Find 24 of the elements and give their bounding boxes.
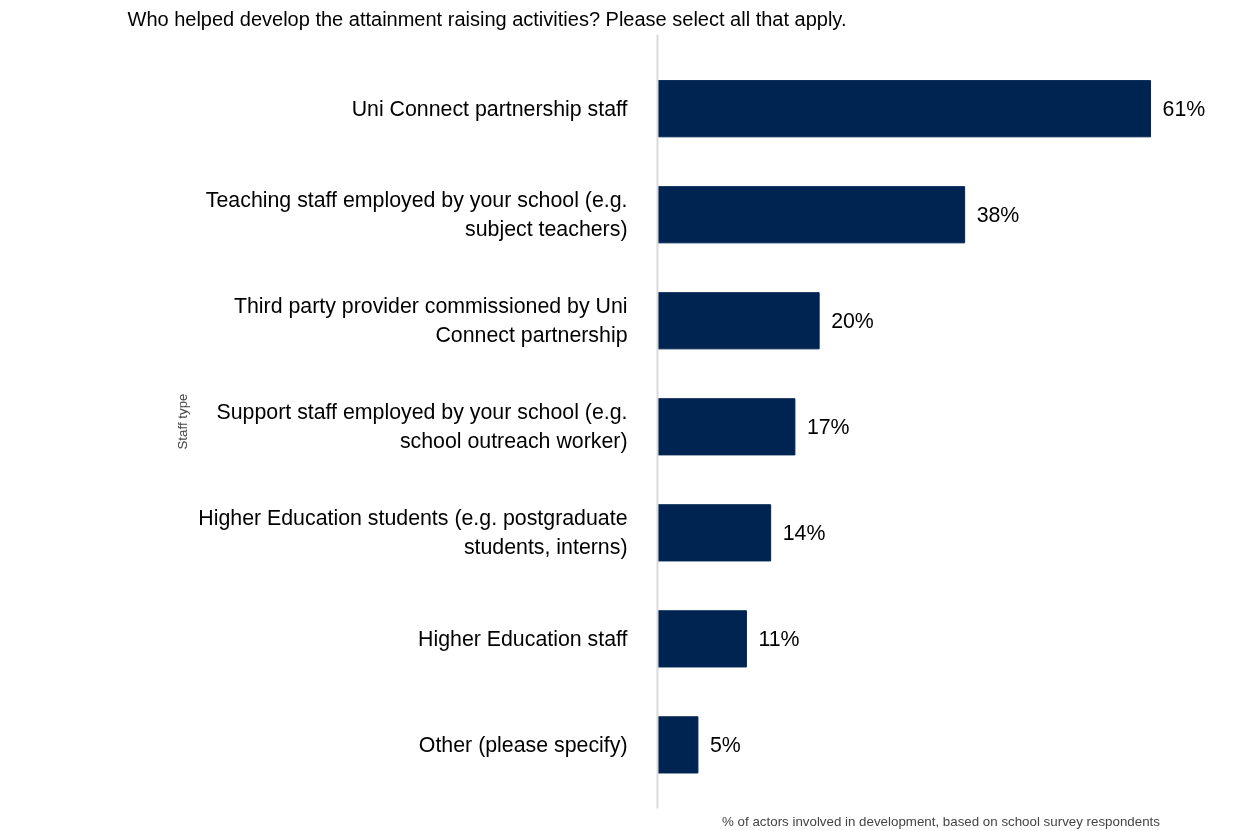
y-tick-label: Other (please specify) <box>418 732 628 757</box>
data-label: 38% <box>976 202 1020 227</box>
bar <box>657 610 747 668</box>
bar <box>657 504 772 562</box>
data-label: 61% <box>1162 96 1206 121</box>
y-tick-label: Teaching staff employed by your school (e.g. subject teachers) <box>205 188 628 242</box>
bar <box>657 80 1152 138</box>
y-axis-title: Staff type <box>175 393 191 450</box>
y-tick-label: Higher Education students (e.g. postgraduate students, interns) <box>198 506 628 560</box>
data-label: 20% <box>831 308 874 333</box>
data-label: 14% <box>782 520 826 545</box>
y-tick-label: Higher Education staff <box>418 626 628 651</box>
bar <box>657 398 796 456</box>
y-tick-label: Support staff employed by your school (e.g. school outreach worker) <box>216 400 628 454</box>
bar <box>657 716 699 774</box>
y-tick-label: Third party provider commissioned by Uni Connect partnership <box>233 294 628 348</box>
text: Who helped develop the attainment raising activities? Please select all that apply. <box>127 7 847 30</box>
data-label: 17% <box>806 414 850 439</box>
x-axis-title: % of actors involved in development, based on school survey respondents <box>722 813 1161 829</box>
data-label: 11% <box>758 626 800 651</box>
bar <box>657 186 966 244</box>
y-tick-label: Uni Connect partnership staff <box>351 96 628 121</box>
bar <box>657 292 820 350</box>
data-label: 5% <box>709 732 741 757</box>
